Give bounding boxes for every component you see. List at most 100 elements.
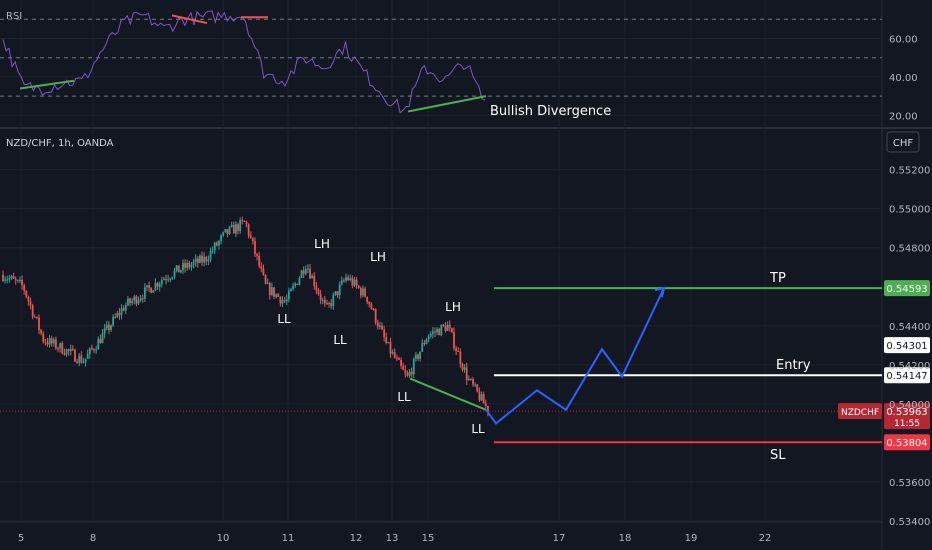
candle-body <box>237 224 239 231</box>
candle-body <box>264 274 267 284</box>
rsi-label: RSI <box>6 11 22 22</box>
candle-body <box>118 312 121 315</box>
candle-body <box>334 291 337 295</box>
rsi-divergence-line[interactable] <box>19 79 75 90</box>
candle-body <box>453 332 455 349</box>
candle-body <box>228 226 231 234</box>
candle-body <box>6 279 9 281</box>
candle-body <box>410 371 413 375</box>
candle-body <box>150 287 153 293</box>
candle-body <box>309 268 311 279</box>
candle-body <box>235 224 237 234</box>
candle-body <box>232 225 235 234</box>
candle-body <box>8 278 11 280</box>
candle-body <box>33 316 36 318</box>
candle-body <box>203 256 206 263</box>
candle-body <box>133 296 136 301</box>
candle-body <box>84 358 87 363</box>
currency-badge[interactable]: CHF <box>893 138 914 149</box>
candle-body <box>457 350 460 352</box>
candle-body <box>315 286 318 291</box>
symbol-badge-text: NZDCHF <box>841 408 879 418</box>
candle-body <box>99 338 102 344</box>
currency-badge-frame[interactable] <box>886 131 920 153</box>
candle-body <box>404 369 407 374</box>
tp-label: TP <box>769 271 786 286</box>
candle-body <box>211 250 214 252</box>
candle-body <box>131 300 134 303</box>
candle-body <box>330 303 333 307</box>
candle-body <box>357 285 360 289</box>
candle-body <box>86 354 89 359</box>
candle-body <box>362 288 364 296</box>
candle-body <box>436 329 438 333</box>
candle-body <box>421 342 424 352</box>
candle-body <box>482 394 485 404</box>
candle-body <box>226 229 229 234</box>
candle-body <box>148 285 150 288</box>
candle-body <box>65 349 68 355</box>
candle-body <box>194 258 197 262</box>
candle-body <box>19 279 21 281</box>
rsi-divergence-line[interactable] <box>171 14 208 25</box>
candle-body <box>285 299 288 302</box>
candle-body <box>173 270 176 278</box>
candle-body <box>141 298 144 300</box>
candle-body <box>239 220 242 231</box>
x-tick-label: 5 <box>18 533 24 544</box>
x-tick-label: 17 <box>553 533 566 544</box>
price-tick-label: 0.53600 <box>889 478 930 489</box>
price-tick-label: 0.54400 <box>889 322 930 333</box>
candle-body <box>302 270 305 274</box>
candle-body <box>80 355 83 363</box>
price-tick-label: 0.53400 <box>889 517 930 528</box>
candle-body <box>343 280 345 282</box>
price-divergence-line[interactable] <box>409 377 487 411</box>
candle-body <box>35 316 38 318</box>
candle-body <box>359 288 362 296</box>
symbol-label[interactable]: NZD/CHF, 1h, OANDA <box>6 138 114 149</box>
candle-body <box>91 348 93 350</box>
candle-body <box>486 406 489 414</box>
tp-price-badge-text: 0.54593 <box>886 284 927 295</box>
candle-body <box>107 324 110 331</box>
candle-body <box>103 328 106 334</box>
candle-body <box>465 367 468 381</box>
candle-body <box>472 379 474 385</box>
candle-body <box>114 316 117 318</box>
candle-body <box>374 309 377 323</box>
candle-body <box>175 265 178 271</box>
rsi-panel[interactable] <box>0 10 882 114</box>
candle-body <box>165 278 167 280</box>
price-tick-label: 0.54800 <box>889 244 930 255</box>
candle-body <box>186 262 189 268</box>
x-tick-label: 10 <box>217 533 230 544</box>
rsi-tick-label: 20.00 <box>889 111 918 122</box>
candle-body <box>101 333 104 344</box>
candle-body <box>290 288 292 292</box>
candle-body <box>385 337 388 343</box>
candle-body <box>425 339 428 345</box>
candle-body <box>110 325 112 331</box>
candle-body <box>207 259 210 262</box>
candle-body <box>260 266 263 269</box>
candle-body <box>271 287 273 295</box>
sl-price-badge-text: 0.53804 <box>886 438 927 449</box>
candle-body <box>283 300 286 302</box>
candle-body <box>313 275 316 287</box>
candle-body <box>372 309 375 311</box>
rsi-line <box>2 10 486 114</box>
candle-body <box>459 351 462 364</box>
candle-body <box>332 294 335 307</box>
candle-body <box>434 331 436 333</box>
sl-label: SL <box>770 448 786 463</box>
candle-body <box>52 339 55 344</box>
swing-label: LL <box>333 333 347 347</box>
candle-body <box>124 305 127 311</box>
price-tick-label: 0.54200 <box>889 361 930 372</box>
candle-body <box>88 348 91 355</box>
candle-body <box>146 285 148 288</box>
rsi-divergence-line[interactable] <box>407 95 487 113</box>
projection-path[interactable] <box>485 287 665 425</box>
